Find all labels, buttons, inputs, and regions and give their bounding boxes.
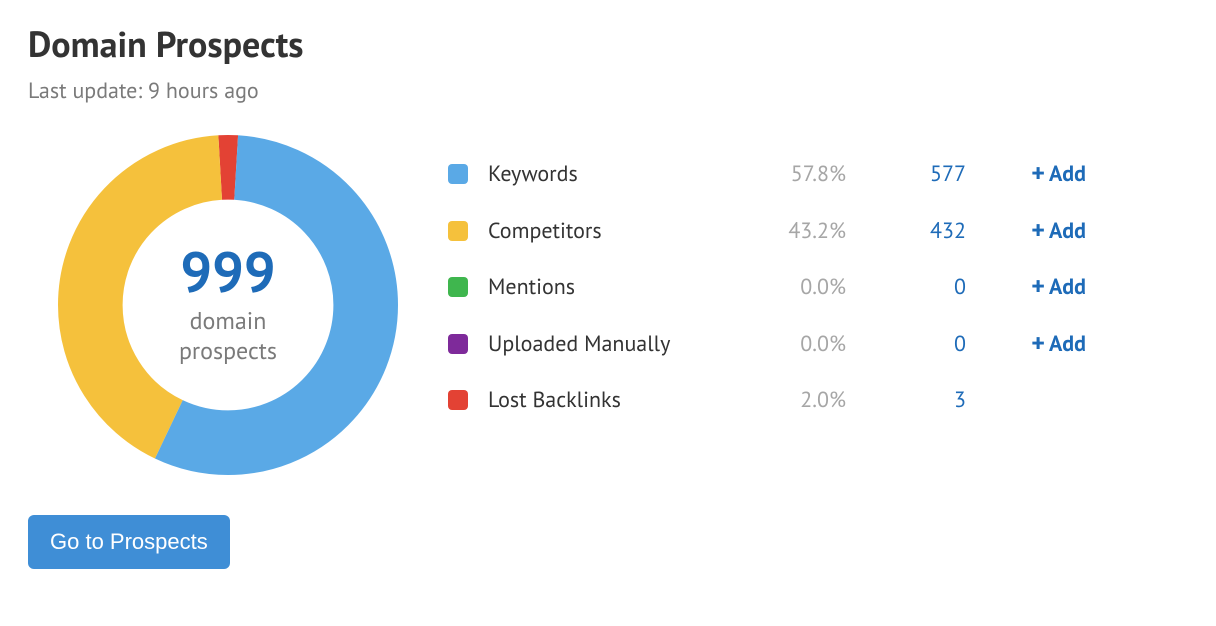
legend-count-uploaded: 0	[846, 330, 966, 358]
legend-label-mentions: Mentions	[476, 273, 726, 302]
legend-percent-keywords: 57.8%	[726, 160, 846, 188]
add-label: Add	[1049, 330, 1086, 358]
legend-row-keywords: Keywords57.8%577+Add	[448, 160, 1188, 189]
legend-label-uploaded: Uploaded Manually	[476, 330, 726, 359]
plus-icon: +	[1031, 331, 1045, 357]
legend-swatch-keywords	[448, 164, 468, 184]
legend-row-mentions: Mentions0.0%0+Add	[448, 273, 1188, 302]
legend-table: Keywords57.8%577+AddCompetitors43.2%432+…	[448, 135, 1188, 443]
donut-chart: 999 domain prospects	[58, 135, 398, 475]
legend-swatch-lost	[448, 390, 468, 410]
add-competitors-button[interactable]: +Add	[966, 217, 1086, 245]
legend-percent-mentions: 0.0%	[726, 273, 846, 301]
legend-percent-lost: 2.0%	[726, 386, 846, 414]
legend-count-keywords: 577	[846, 160, 966, 188]
page-title: Domain Prospects	[28, 20, 1188, 67]
legend-label-competitors: Competitors	[476, 217, 726, 246]
legend-swatch-competitors	[448, 221, 468, 241]
domain-prospects-widget: Domain Prospects Last update: 9 hours ag…	[0, 0, 1216, 597]
legend-row-competitors: Competitors43.2%432+Add	[448, 217, 1188, 246]
add-label: Add	[1049, 273, 1086, 301]
legend-percent-uploaded: 0.0%	[726, 330, 846, 358]
legend-count-mentions: 0	[846, 273, 966, 301]
legend-count-competitors: 432	[846, 217, 966, 245]
go-to-prospects-button[interactable]: Go to Prospects	[28, 515, 230, 569]
content-row: 999 domain prospects Go to Prospects Key…	[28, 135, 1188, 569]
legend-row-lost: Lost Backlinks2.0%3	[448, 386, 1188, 415]
legend-row-uploaded: Uploaded Manually0.0%0+Add	[448, 330, 1188, 359]
legend-swatch-mentions	[448, 277, 468, 297]
donut-svg	[58, 135, 398, 475]
plus-icon: +	[1031, 274, 1045, 300]
legend-count-lost: 3	[846, 386, 966, 414]
last-update-text: Last update: 9 hours ago	[28, 77, 1188, 105]
plus-icon: +	[1031, 218, 1045, 244]
legend-percent-competitors: 43.2%	[726, 217, 846, 245]
add-label: Add	[1049, 160, 1086, 188]
legend-swatch-uploaded	[448, 334, 468, 354]
add-label: Add	[1049, 217, 1086, 245]
legend-label-keywords: Keywords	[476, 160, 726, 189]
add-keywords-button[interactable]: +Add	[966, 160, 1086, 188]
plus-icon: +	[1031, 161, 1045, 187]
legend-label-lost: Lost Backlinks	[476, 386, 726, 415]
chart-column: 999 domain prospects Go to Prospects	[28, 135, 398, 569]
add-mentions-button[interactable]: +Add	[966, 273, 1086, 301]
add-uploaded-button[interactable]: +Add	[966, 330, 1086, 358]
